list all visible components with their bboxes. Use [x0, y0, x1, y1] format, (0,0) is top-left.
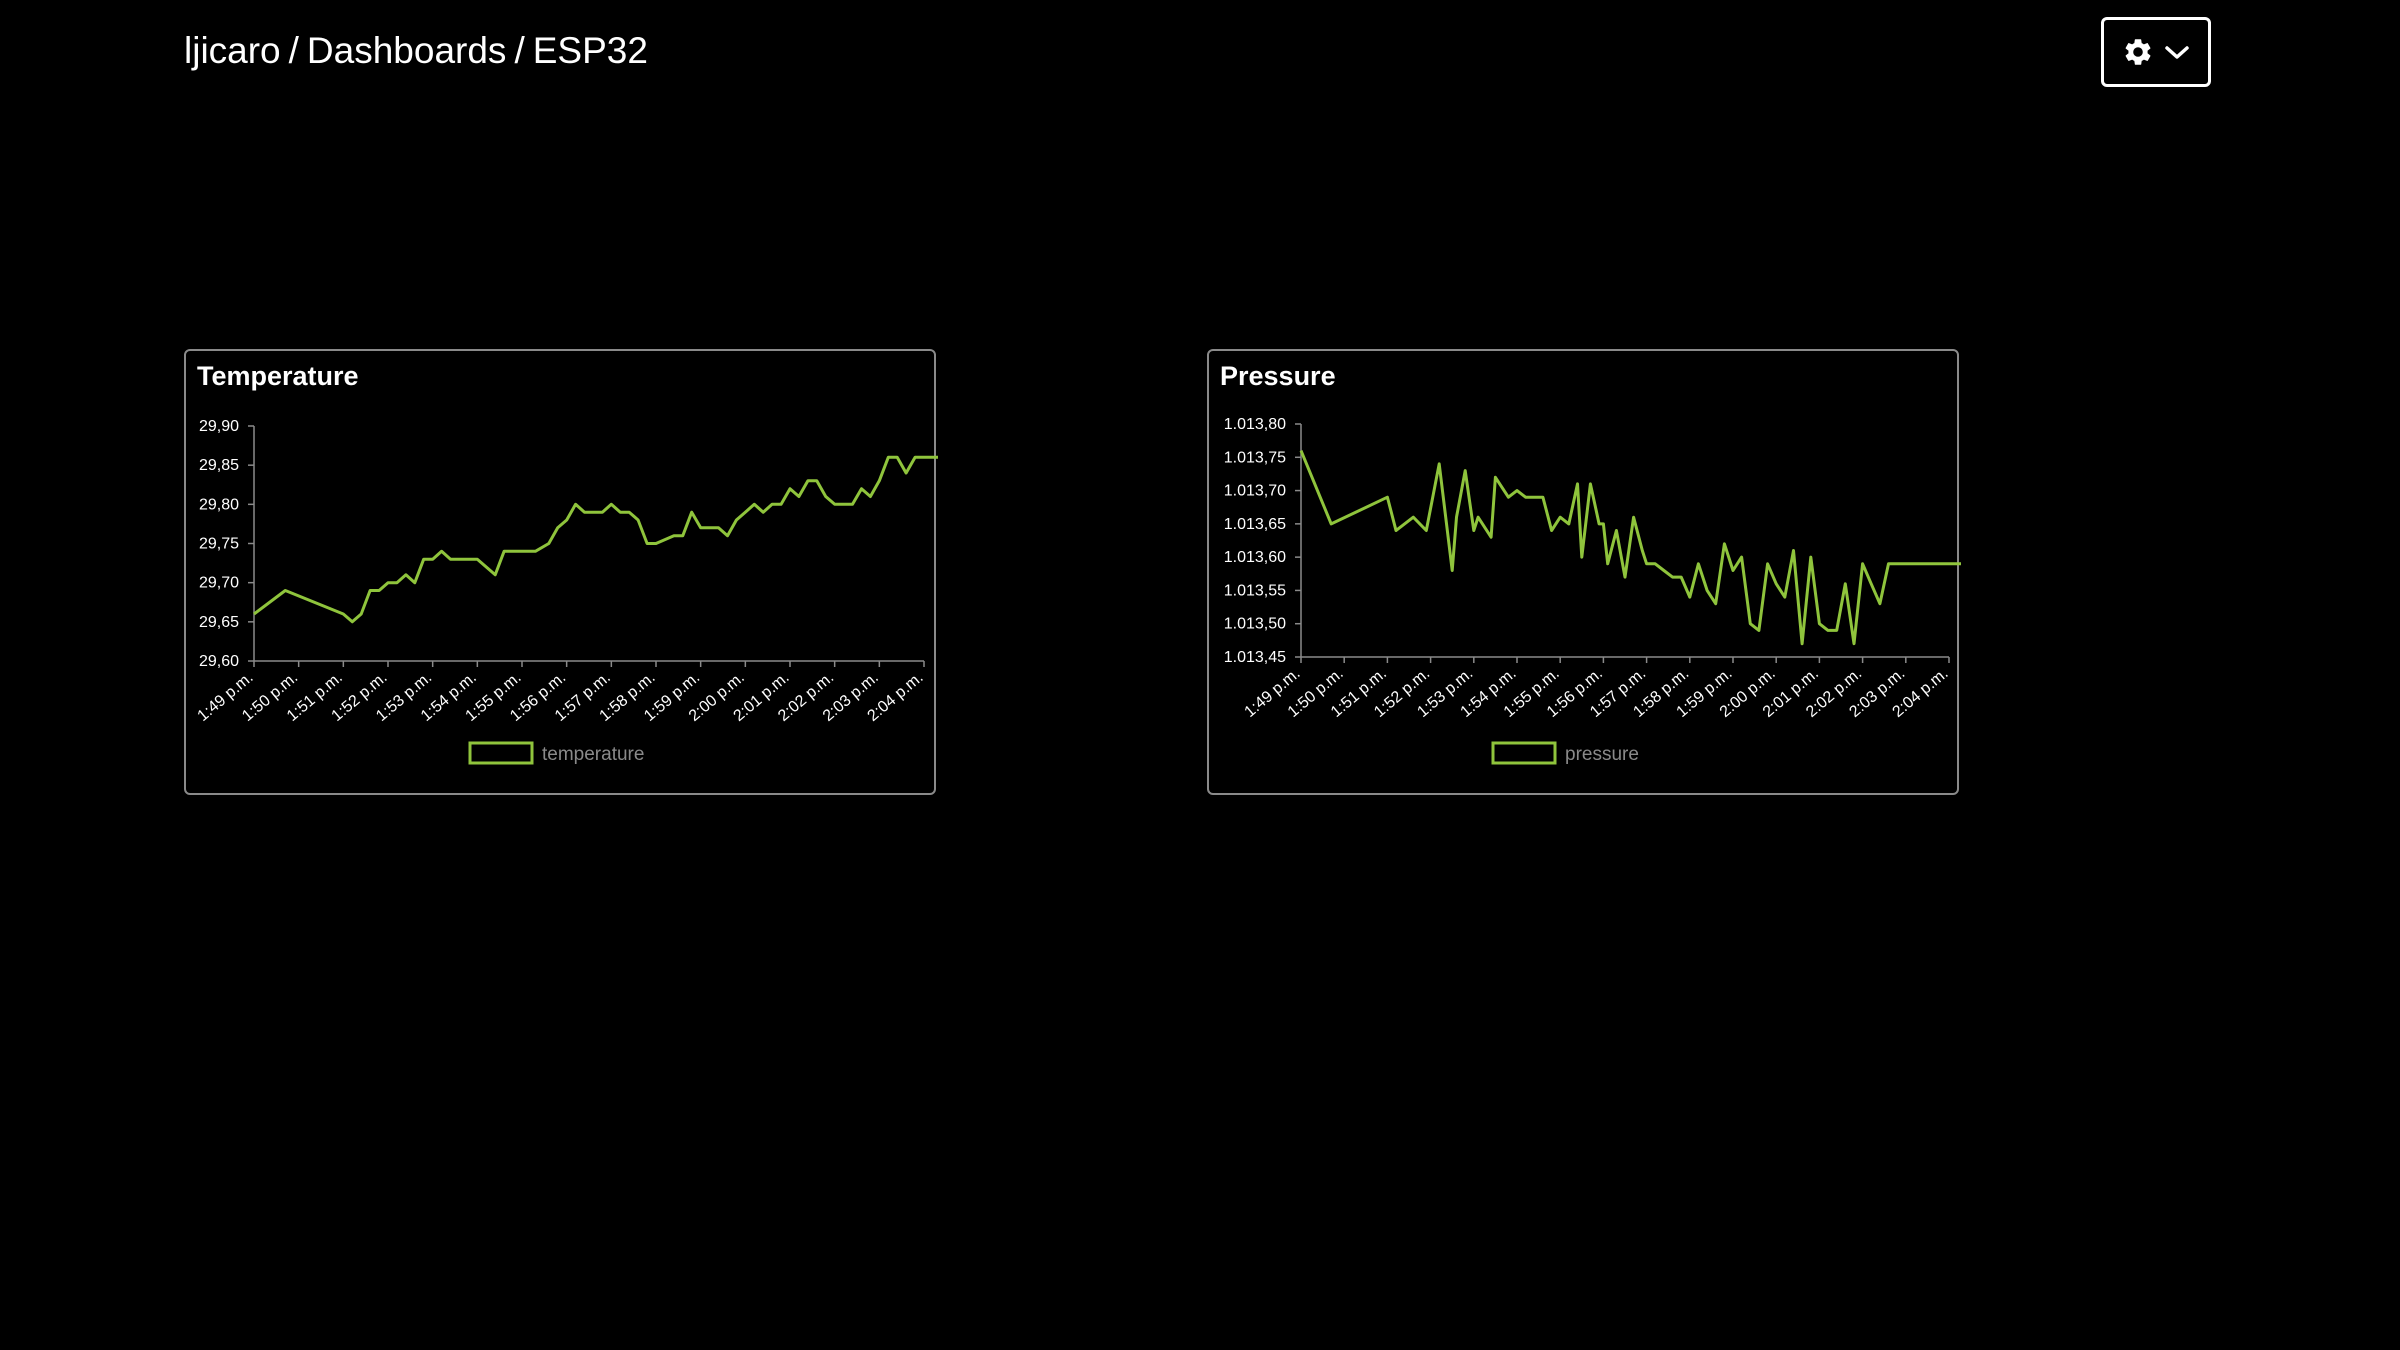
breadcrumb-separator: /: [288, 30, 299, 71]
y-tick-label: 1.013,80: [1224, 416, 1286, 433]
breadcrumb-user[interactable]: ljicaro: [184, 30, 281, 71]
breadcrumb: ljicaro / Dashboards / ESP32: [184, 30, 648, 72]
y-tick-label: 29,60: [199, 653, 239, 670]
breadcrumb-dashboards[interactable]: Dashboards: [306, 30, 507, 71]
y-tick-label: 29,85: [199, 457, 239, 474]
series-line-temperature: [253, 455, 938, 624]
series-line-pressure: [1299, 450, 1961, 646]
breadcrumb-device: ESP32: [532, 30, 648, 71]
temperature-chart: 29,9029,8529,8029,7529,7029,6529,601:49 …: [195, 418, 938, 765]
breadcrumb-separator: /: [514, 30, 525, 71]
panel-title: Temperature: [197, 361, 359, 391]
settings-button[interactable]: [2101, 17, 2211, 87]
y-tick-label: 1.013,55: [1224, 582, 1286, 599]
y-tick-label: 29,75: [199, 536, 239, 553]
temperature-panel: Temperature 29,90 29,85 29,80 29,75 29,70 29,…: [184, 349, 938, 795]
y-tick-label: 1.013,65: [1224, 516, 1286, 533]
gear-icon: [2125, 39, 2151, 65]
y-tick-label: 29,70: [199, 575, 239, 592]
y-tick-label: 1.013,70: [1224, 483, 1286, 500]
y-tick-label: 29,90: [199, 418, 239, 435]
pressure-panel: Pressure 1.013,80 1.013,75 1.013,70 1.013,6…: [1207, 349, 1961, 795]
y-tick-label: 1.013,50: [1224, 616, 1286, 633]
chevron-down-icon: [2165, 46, 2189, 59]
legend-swatch: [1491, 741, 1557, 765]
y-tick-label: 1.013,75: [1224, 449, 1286, 466]
pressure-chart: 1.013,80 1.013,75 1.013,70 1.013,65 1.013,60…: [1224, 416, 1961, 765]
legend-label[interactable]: pressure: [1565, 744, 1639, 765]
legend-label[interactable]: temperature: [542, 744, 644, 765]
legend-swatch: [468, 741, 534, 765]
y-tick-label: 1.013,60: [1224, 549, 1286, 566]
panel-title: Pressure: [1220, 361, 1336, 391]
y-tick-label: 29,80: [199, 496, 239, 513]
y-tick-label: 29,65: [199, 614, 239, 631]
y-tick-label: 1.013,45: [1224, 649, 1286, 666]
